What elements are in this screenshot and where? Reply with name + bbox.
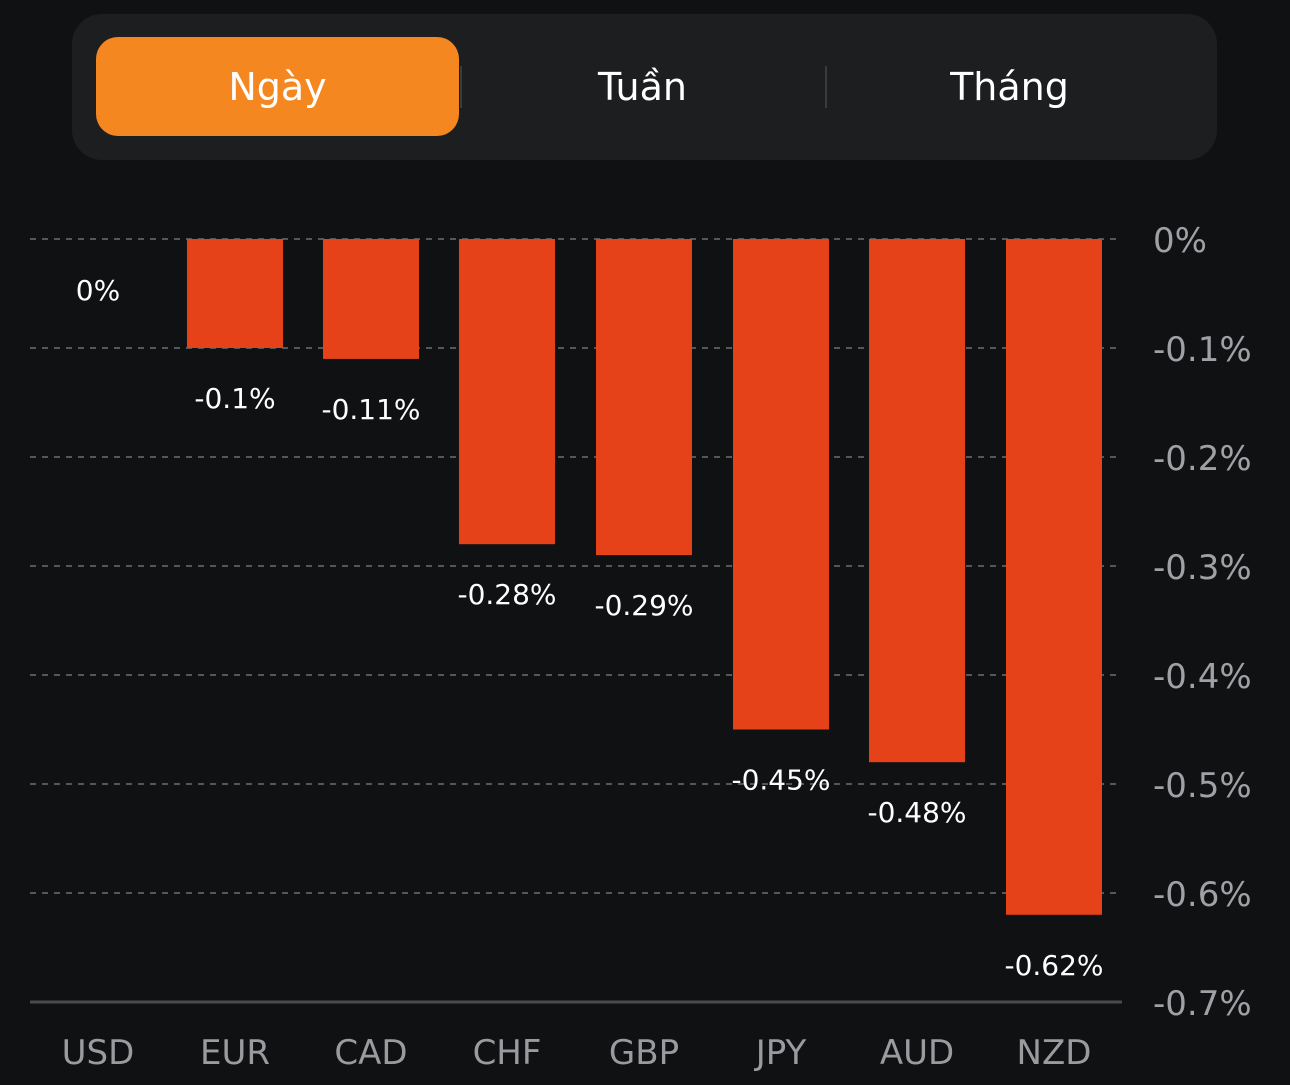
period-segmented-control: Ngày Tuần Tháng [72,14,1217,160]
tab-divider [825,66,827,108]
bar-cad [323,239,419,359]
data-label: -0.1% [194,382,275,415]
y-tick-label: -0.4% [1153,657,1252,697]
y-tick-label: -0.3% [1153,548,1252,588]
x-tick-label: CHF [473,1033,542,1073]
x-tick-label: AUD [880,1033,954,1073]
bar-aud [869,239,965,763]
bar-nzd [1006,239,1102,915]
data-label: -0.28% [457,578,556,611]
y-tick-label: -0.5% [1153,766,1252,806]
data-label: -0.45% [731,764,830,797]
x-tick-label: EUR [200,1033,270,1073]
y-tick-label: 0% [1153,221,1207,261]
tab-divider [460,66,462,108]
x-tick-label: JPY [754,1033,807,1073]
y-tick-label: -0.7% [1153,984,1252,1024]
data-label: -0.11% [321,393,420,426]
tab-day[interactable]: Ngày [96,37,459,136]
data-label: 0% [76,274,120,307]
bar-jpy [733,239,829,730]
x-tick-label: USD [62,1033,135,1073]
data-label: -0.48% [867,796,966,829]
bar-chf [459,239,555,545]
y-tick-label: -0.1% [1153,330,1252,370]
bar-eur [187,239,283,348]
data-label: -0.62% [1004,949,1103,982]
tab-week[interactable]: Tuần [598,64,687,109]
bar-gbp [596,239,692,556]
tab-month[interactable]: Tháng [950,64,1069,109]
y-tick-label: -0.6% [1153,875,1252,915]
x-tick-label: NZD [1017,1033,1092,1073]
x-tick-label: GBP [609,1033,679,1073]
x-tick-label: CAD [334,1033,407,1073]
data-label: -0.29% [594,589,693,622]
y-tick-label: -0.2% [1153,439,1252,479]
